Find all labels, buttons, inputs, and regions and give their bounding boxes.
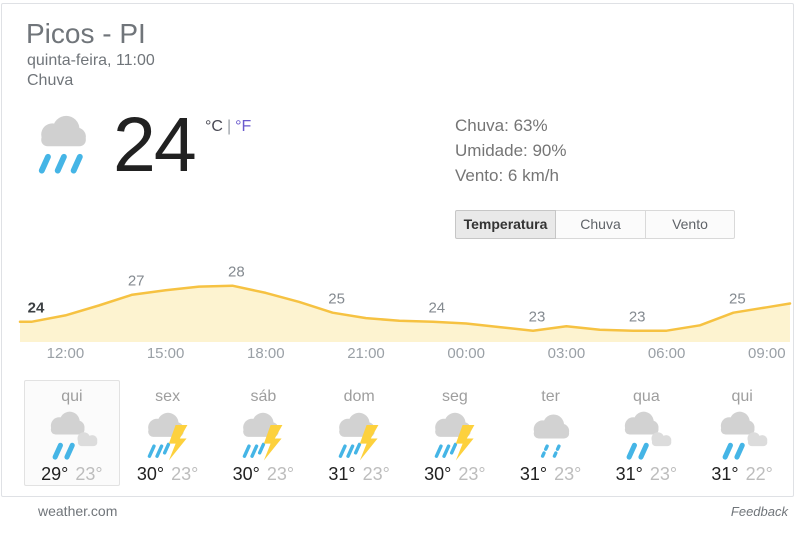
day-low: 23°	[554, 464, 582, 484]
feedback-link[interactable]: Feedback	[730, 504, 788, 519]
day-name: dom	[343, 388, 375, 405]
day-cell[interactable]: sáb 30° 23°	[216, 380, 312, 486]
day-name: seg	[441, 388, 468, 405]
tab-temperatura[interactable]: Temperatura	[455, 210, 556, 239]
tab-vento[interactable]: Vento	[645, 210, 735, 239]
location-title: Picos - PI	[26, 18, 146, 49]
svg-text:09:00: 09:00	[748, 345, 786, 362]
storm-icon	[236, 409, 290, 463]
svg-text:03:00: 03:00	[548, 345, 586, 362]
svg-text:15:00: 15:00	[147, 345, 185, 362]
day-high: 30°	[136, 464, 165, 484]
rain-icon	[29, 109, 97, 177]
svg-text:25: 25	[729, 291, 746, 308]
day-cell[interactable]: sex 30° 23°	[120, 380, 216, 486]
svg-text:24: 24	[28, 300, 45, 317]
day-name: ter	[541, 388, 560, 405]
svg-text:23: 23	[629, 309, 646, 326]
day-cell[interactable]: ter 31° 23°	[503, 380, 599, 486]
datetime-label: quinta-feira, 11:00	[27, 52, 155, 69]
drizzle-icon	[524, 409, 578, 463]
svg-text:12:00: 12:00	[47, 345, 85, 362]
svg-text:24: 24	[428, 300, 445, 317]
day-high: 31°	[328, 464, 356, 484]
temperature-chart[interactable]: 24 27 28 25 24 23 23 25 12:00 15:00 18:00 21:00 00:0…	[2, 257, 793, 372]
day-low: 23°	[266, 464, 295, 484]
unit-toggle: °C | °F	[205, 118, 251, 136]
day-high: 30°	[232, 464, 260, 484]
svg-text:25: 25	[328, 291, 345, 308]
humidity-detail: Umidade: 90%	[455, 141, 567, 160]
fahrenheit-unit-link[interactable]: °F	[235, 118, 252, 135]
svg-text:27: 27	[128, 273, 145, 290]
rain-cloud-icon	[715, 409, 769, 463]
attribution-link[interactable]: weather.com	[38, 503, 118, 519]
storm-icon	[141, 409, 195, 463]
day-high: 30°	[424, 464, 452, 484]
day-high: 31°	[711, 464, 739, 484]
tab-chuva[interactable]: Chuva	[555, 210, 646, 239]
day-low: 22°	[745, 464, 773, 484]
day-cell[interactable]: qua 31° 23°	[599, 380, 695, 486]
storm-icon	[428, 409, 482, 463]
svg-text:21:00: 21:00	[347, 345, 385, 362]
day-high: 29°	[41, 464, 69, 484]
day-cell[interactable]: dom 31° 23°	[311, 380, 407, 486]
day-low: 23°	[458, 464, 486, 484]
rain-cloud-icon	[45, 409, 99, 463]
condition-label: Chuva	[27, 72, 74, 89]
svg-text:23: 23	[529, 309, 546, 326]
day-high: 31°	[519, 464, 548, 484]
day-cell[interactable]: qui 29° 23°	[24, 380, 120, 486]
day-low: 23°	[362, 464, 390, 484]
svg-text:00:00: 00:00	[447, 345, 485, 362]
chart-mode-tabs: Temperatura Chuva Vento	[455, 210, 735, 239]
weather-widget: Picos - PI quinta-feira, 11:00 Chuva 24 …	[1, 3, 794, 497]
day-low: 23°	[649, 464, 678, 484]
day-name: qua	[633, 388, 660, 405]
svg-text:18:00: 18:00	[247, 345, 285, 362]
svg-text:28: 28	[228, 264, 245, 281]
day-name: sex	[155, 388, 181, 405]
day-low: 23°	[171, 464, 199, 484]
rain-cloud-icon	[619, 409, 673, 463]
svg-text:06:00: 06:00	[648, 345, 686, 362]
day-name: qui	[731, 388, 753, 405]
day-cell[interactable]: seg 30° 23°	[407, 380, 503, 486]
daily-forecast: qui 29° 23° sex 30° 23° sáb 30° 23° dom 31°…	[24, 380, 790, 486]
unit-divider: |	[226, 118, 232, 135]
day-name: qui	[61, 388, 83, 405]
wind-detail: Vento: 6 km/h	[455, 166, 559, 185]
celsius-unit: °C	[205, 118, 223, 135]
day-high: 31°	[615, 464, 643, 484]
current-temperature: 24	[113, 102, 197, 188]
day-name: sáb	[250, 388, 277, 405]
storm-icon	[332, 409, 386, 463]
day-cell[interactable]: qui 31° 22°	[694, 380, 790, 486]
precipitation-detail: Chuva: 63%	[455, 116, 548, 135]
current-details: Chuva: 63% Umidade: 90% Vento: 6 km/h	[455, 113, 567, 188]
day-low: 23°	[75, 464, 103, 484]
